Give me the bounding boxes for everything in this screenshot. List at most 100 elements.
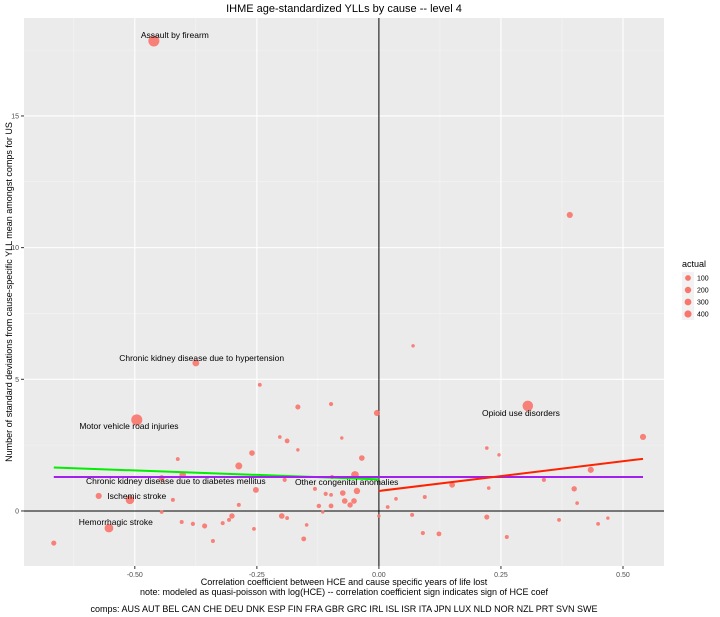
data-point [236,502,241,507]
data-point [587,466,594,473]
point-annotation: Motor vehicle road injuries [79,421,178,431]
data-point [285,516,290,520]
data-point [557,518,561,522]
data-point [159,510,164,514]
points [51,35,647,546]
data-point [301,536,307,542]
data-point [596,521,601,526]
data-point [278,513,285,519]
point-annotation: Chronic kidney disease due to hypertensi… [119,353,284,363]
data-point [373,409,381,417]
data-point [339,490,346,496]
fit-lines [53,457,644,492]
y-tick-label: 5 [15,377,19,384]
data-point [566,211,573,219]
data-point [95,492,102,500]
point-annotation: Opioid use disorders [482,408,560,418]
legend-label: 100 [697,276,709,283]
data-point [341,498,348,504]
data-point [347,502,353,508]
data-point [486,486,491,490]
data-point [192,359,200,367]
data-point [606,516,610,520]
x-tick-label: 0.25 [494,572,508,579]
x-tick-label: -0.25 [249,572,265,579]
data-point [328,503,334,509]
x-tick-label: 0.00 [372,572,386,579]
data-point [229,513,235,519]
data-point [51,540,57,546]
data-point [148,35,160,47]
y-tick-label: 15 [11,113,19,120]
data-point [249,450,255,456]
annotations: Assault by firearm Chronic kidney disease… [79,30,560,527]
data-point [125,495,135,505]
data-point [504,535,509,540]
legend: actual 100 200 300 400 [682,259,709,320]
data-point [522,400,534,412]
data-point [340,436,344,440]
data-point [497,453,501,457]
y-tick-label: 0 [15,508,19,515]
data-point [235,462,243,470]
x-axis-title: Correlation coefficient between HCE and … [201,577,488,587]
data-point [385,505,390,509]
data-point [571,486,577,492]
data-point [422,495,427,500]
legend-point [684,286,692,294]
legend-label: 400 [697,312,709,319]
point-annotation: Ischemic stroke [107,491,166,501]
data-point [252,486,259,493]
point-annotation: Assault by firearm [141,30,209,40]
y-tick-label: 10 [11,245,19,252]
data-point [202,523,208,529]
data-point [131,414,143,426]
point-annotation: Other congenital anomalies [295,477,398,487]
data-point [321,510,325,514]
point-annotation: Hemorrhagic stroke [79,517,153,527]
x-tick-label: -0.50 [127,572,143,579]
data-point [252,526,256,531]
data-point [312,486,317,491]
data-point [351,498,357,504]
data-point [295,404,301,410]
data-point [484,446,489,450]
data-point [227,517,232,522]
data-point [257,382,262,387]
data-point [104,523,114,533]
axis-ticks: -0.50 -0.25 0.00 0.25 0.50 0 5 10 15 [11,113,630,579]
data-point [377,514,381,518]
legend-point [684,310,692,318]
data-point [575,501,579,505]
data-point [282,477,287,482]
data-point [284,438,290,444]
data-point [394,497,398,501]
data-point [190,521,196,526]
data-point [328,401,334,407]
x-axis-note: note: modeled as quasi-poisson with log(… [140,587,549,597]
caption: comps: AUS AUT BEL CAN CHE DEU DNK ESP F… [91,604,598,614]
data-point [410,512,415,517]
data-point [436,531,442,537]
legend-point [684,298,692,306]
plot-panel [24,18,664,566]
y-axis-title: Number of standard deviations from cause… [4,122,14,462]
chart-title: IHME age-standardized YLLs by cause -- l… [226,3,462,15]
data-point [329,492,333,497]
data-point [296,448,300,452]
data-point [316,503,322,509]
fit-line [378,457,644,492]
data-point [170,497,175,502]
data-point [353,487,361,495]
data-point [639,433,647,441]
legend-label: 200 [697,288,709,295]
data-point [541,477,546,482]
data-point [449,482,455,488]
data-point [277,435,282,439]
data-point [304,523,309,527]
data-point [210,538,215,543]
data-point [220,521,225,526]
data-point [484,514,490,520]
legend-label: 300 [697,300,709,307]
